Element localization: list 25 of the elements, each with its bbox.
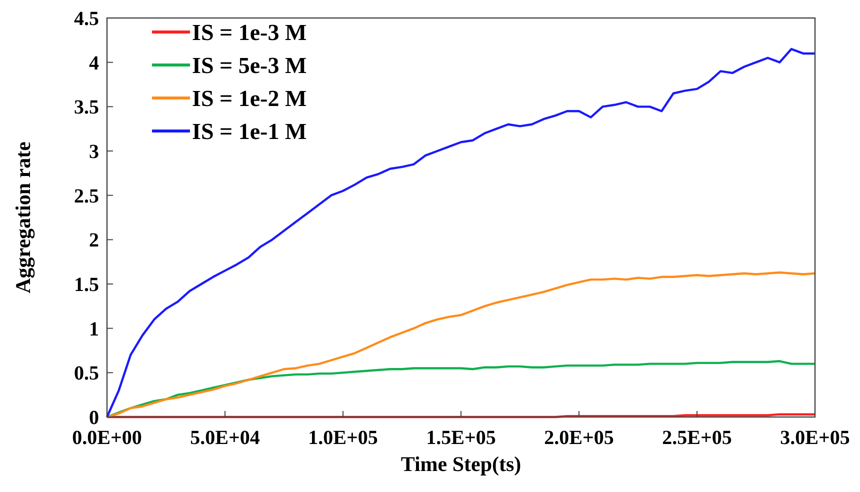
x-tick-label: 2.0E+05 <box>544 427 614 449</box>
y-tick-label: 4 <box>89 52 99 74</box>
x-axis-title: Time Step(ts) <box>400 452 522 476</box>
legend-label: IS = 5e-3 M <box>192 53 307 78</box>
x-tick-label: 1.0E+05 <box>308 427 378 449</box>
x-tick-label: 5.0E+04 <box>190 427 260 449</box>
line-series <box>106 271 816 418</box>
y-tick-label: 2.5 <box>74 185 99 208</box>
x-tick-label: 1.5E+05 <box>426 427 496 449</box>
x-tick-label: 2.5E+05 <box>662 427 732 449</box>
x-tick-label: 0.0E+00 <box>72 427 142 449</box>
legend-label: IS = 1e-1 M <box>192 119 307 144</box>
y-tick-label: 2 <box>89 230 99 252</box>
x-tick-label: 3.0E+05 <box>780 427 850 449</box>
legend-label: IS = 1e-2 M <box>192 86 307 112</box>
y-tick-label: 4.5 <box>74 8 99 30</box>
y-tick-label: 1 <box>89 318 99 340</box>
line-series <box>106 48 816 418</box>
y-tick-label: 0 <box>89 407 99 429</box>
legend-label: IS = 1e-3 M <box>192 20 307 46</box>
y-tick-label: 3.5 <box>74 96 99 119</box>
y-tick-label: 0.5 <box>74 362 99 385</box>
y-tick-label: 1.5 <box>74 274 99 296</box>
y-tick-label: 3 <box>89 141 99 163</box>
y-axis-title: Aggregation rate <box>11 142 35 294</box>
